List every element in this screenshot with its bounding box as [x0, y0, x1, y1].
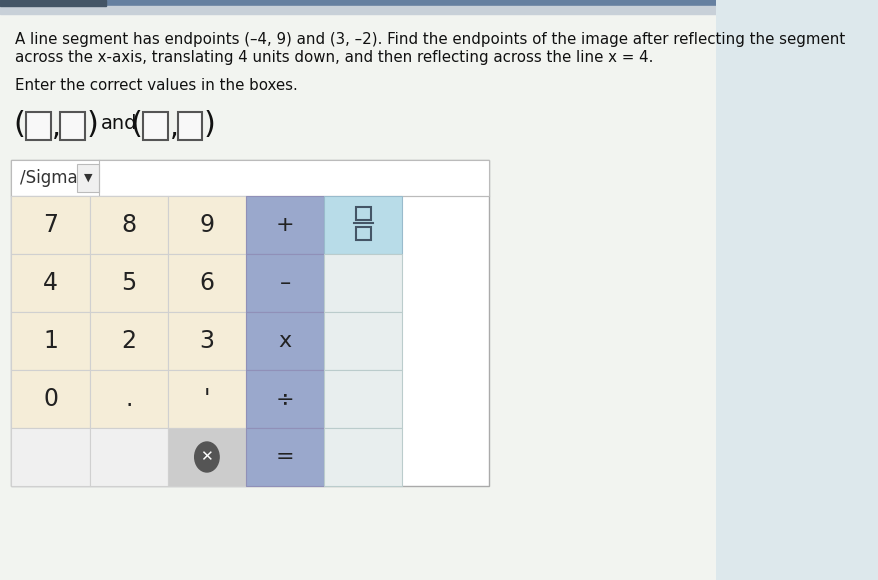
Text: 3: 3	[199, 329, 214, 353]
Bar	[246, 312, 324, 370]
Text: x: x	[278, 331, 291, 351]
Bar	[90, 254, 168, 312]
Bar	[168, 254, 246, 312]
Bar	[90, 370, 168, 428]
Text: 1: 1	[43, 329, 58, 353]
Text: 7: 7	[43, 213, 58, 237]
Text: (: (	[13, 110, 25, 139]
Bar	[356, 207, 371, 220]
Text: 9: 9	[199, 213, 214, 237]
Bar	[11, 428, 90, 486]
Text: 8: 8	[121, 213, 136, 237]
Bar	[11, 254, 90, 312]
Bar	[177, 112, 202, 140]
Text: 0: 0	[43, 387, 58, 411]
Bar	[356, 227, 371, 240]
Bar	[11, 196, 90, 254]
Text: 6: 6	[199, 271, 214, 295]
Bar	[11, 160, 488, 196]
Text: ✕: ✕	[200, 450, 213, 465]
Text: =: =	[276, 447, 294, 467]
Text: across the x-axis, translating 4 units down, and then reflecting across the line: across the x-axis, translating 4 units d…	[15, 50, 652, 65]
Text: ,: ,	[52, 114, 61, 142]
Bar	[324, 254, 402, 312]
Bar	[246, 428, 324, 486]
Bar	[324, 312, 402, 370]
Bar	[246, 196, 324, 254]
Bar	[0, 0, 716, 6]
Bar	[324, 428, 402, 486]
Bar	[76, 164, 99, 192]
Bar	[168, 196, 246, 254]
Bar	[11, 160, 488, 486]
Bar	[90, 312, 168, 370]
Text: ▼: ▼	[83, 173, 92, 183]
Text: ): )	[86, 110, 98, 139]
Text: ,: ,	[169, 114, 178, 142]
Bar	[61, 112, 84, 140]
Bar	[11, 370, 90, 428]
Bar	[168, 312, 246, 370]
Bar	[90, 428, 168, 486]
Bar	[168, 370, 246, 428]
Text: +: +	[276, 215, 294, 235]
Bar	[143, 112, 168, 140]
Bar	[246, 254, 324, 312]
Text: (: (	[130, 110, 142, 139]
Circle shape	[194, 442, 219, 472]
Text: ÷: ÷	[276, 389, 294, 409]
Text: /Sigma: /Sigma	[19, 169, 77, 187]
Text: 4: 4	[43, 271, 58, 295]
Text: A line segment has endpoints (–4, 9) and (3, –2). Find the endpoints of the imag: A line segment has endpoints (–4, 9) and…	[15, 32, 844, 47]
Text: Enter the correct values in the boxes.: Enter the correct values in the boxes.	[15, 78, 297, 93]
Bar	[26, 112, 50, 140]
Bar	[246, 370, 324, 428]
Text: 5: 5	[121, 271, 136, 295]
Text: –: –	[279, 273, 291, 293]
Bar	[0, 0, 105, 6]
Text: and: and	[101, 114, 137, 133]
Text: ): )	[204, 110, 215, 139]
Bar	[90, 196, 168, 254]
Bar	[324, 196, 402, 254]
Bar	[324, 370, 402, 428]
Bar	[11, 312, 90, 370]
Text: 2: 2	[121, 329, 136, 353]
Bar	[168, 428, 246, 486]
Bar	[0, 6, 716, 14]
Text: ': '	[204, 387, 210, 411]
Text: .: .	[125, 387, 133, 411]
